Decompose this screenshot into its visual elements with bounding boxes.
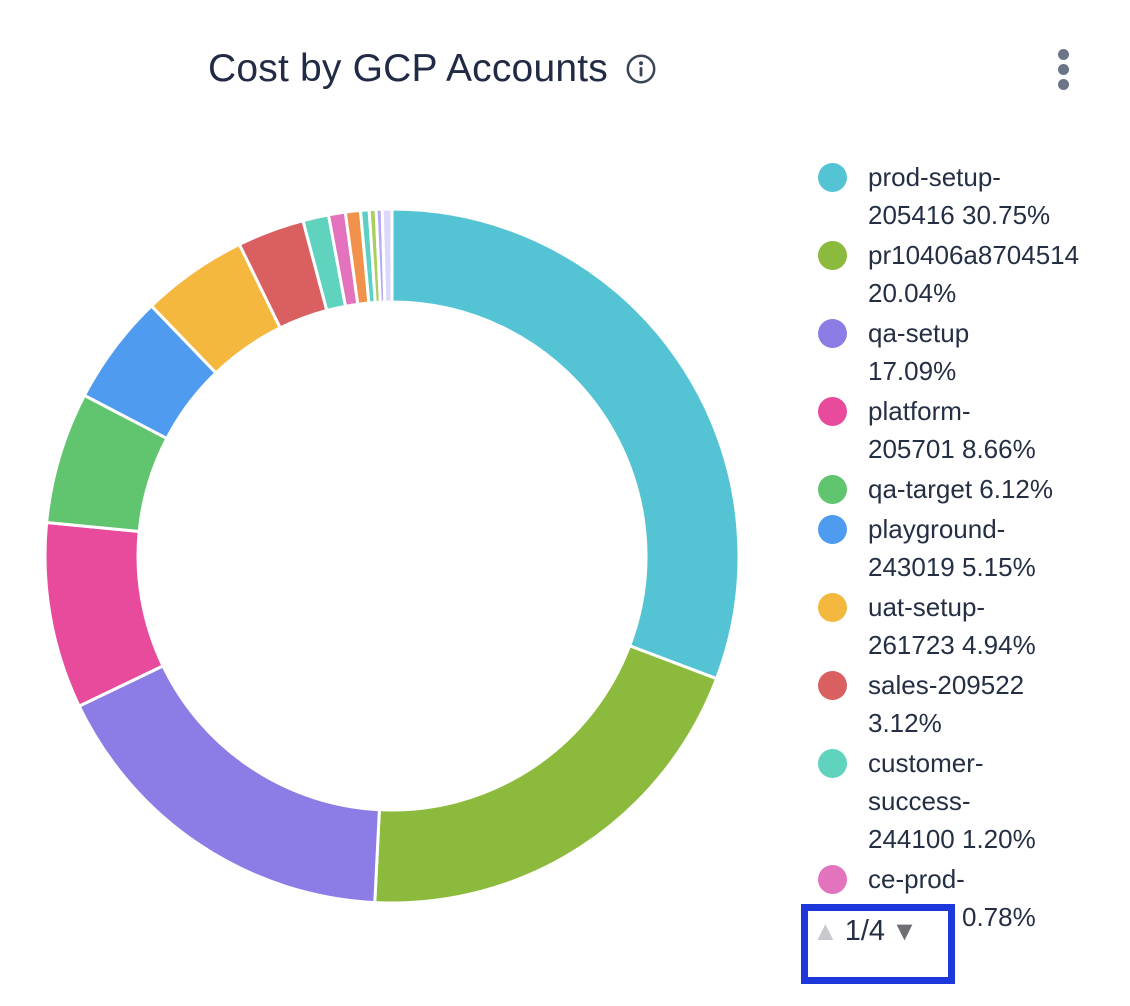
legend-item-label: prod-setup- 205416 30.75% — [868, 162, 1051, 230]
legend-item-label: sales-209522 3.12% — [868, 670, 1025, 738]
legend-item[interactable]: prod-setup- 205416 30.75% — [818, 158, 1130, 234]
donut-slice[interactable] — [373, 643, 719, 905]
kebab-dot — [1057, 79, 1069, 90]
legend-pagination-row: ▲ 1/4 ▼ — [812, 913, 944, 949]
legend-item[interactable]: sales-209522 3.12% — [818, 666, 1130, 742]
legend: prod-setup- 205416 30.75% pr10406a8704514… — [818, 158, 1130, 938]
page-up-button[interactable]: ▲ — [812, 916, 839, 946]
legend-color-dot — [818, 593, 847, 622]
kebab-dot — [1057, 49, 1069, 60]
legend-item[interactable]: customer- success- 244100 1.20% — [818, 744, 1130, 858]
donut-svg — [43, 207, 741, 905]
legend-item[interactable]: qa-setup 17.09% — [818, 314, 1130, 390]
page-indicator: 1/4 — [844, 915, 886, 947]
legend-item[interactable]: uat-setup- 261723 4.94% — [818, 588, 1130, 664]
legend-item[interactable]: qa-target 6.12% — [818, 470, 1130, 508]
legend-color-dot — [818, 515, 847, 544]
info-icon[interactable] — [624, 52, 658, 86]
kebab-dot — [1057, 64, 1069, 75]
legend-item-label: qa-setup 17.09% — [868, 318, 970, 386]
legend-item-label: qa-target 6.12% — [868, 474, 1054, 504]
chart-title: Cost by GCP Accounts — [208, 47, 608, 90]
legend-item-label: playground- 243019 5.15% — [868, 514, 1036, 582]
legend-item-label: uat-setup- 261723 4.94% — [868, 592, 1036, 660]
legend-item-label: customer- success- 244100 1.20% — [868, 748, 1036, 854]
legend-color-dot — [818, 319, 847, 348]
legend-color-dot — [818, 749, 847, 778]
legend-item-label: platform- 205701 8.66% — [868, 396, 1036, 464]
kebab-menu-icon[interactable] — [1051, 47, 1075, 92]
donut-chart[interactable] — [43, 207, 741, 905]
legend-item[interactable]: pr10406a8704514 20.04% — [818, 236, 1130, 312]
chart-header: Cost by GCP Accounts — [208, 44, 658, 94]
legend-pagination[interactable]: ▲ 1/4 ▼ — [801, 904, 955, 984]
legend-item-label: pr10406a8704514 20.04% — [868, 240, 1080, 308]
legend-item[interactable]: playground- 243019 5.15% — [818, 510, 1130, 586]
legend-color-dot — [818, 241, 847, 270]
legend-item[interactable]: platform- 205701 8.66% — [818, 392, 1130, 468]
legend-color-dot — [818, 475, 847, 504]
legend-color-dot — [818, 865, 847, 894]
legend-color-dot — [818, 671, 847, 700]
page-down-button[interactable]: ▼ — [891, 916, 918, 946]
donut-slice[interactable] — [380, 207, 394, 304]
legend-color-dot — [818, 397, 847, 426]
donut-slice[interactable] — [77, 663, 381, 905]
legend-color-dot — [818, 163, 847, 192]
donut-slice[interactable] — [390, 207, 741, 681]
